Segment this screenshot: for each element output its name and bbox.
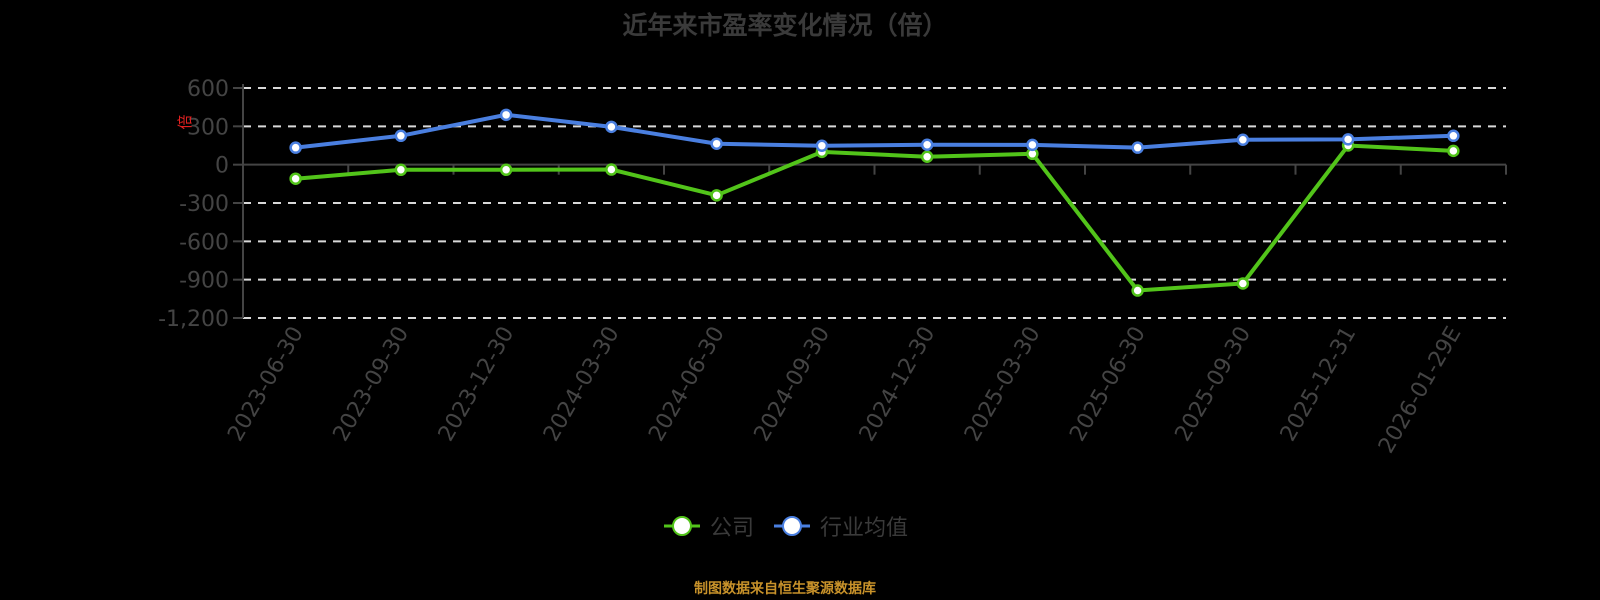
company-data-point[interactable]: [499, 163, 513, 177]
legend-item-industry-average[interactable]: 行业均值: [772, 510, 908, 542]
legend-company-label: 公司: [709, 516, 754, 541]
x-tick-label: 2023-06-30: [223, 323, 309, 446]
y-tick-label: -900: [179, 269, 229, 294]
company-line: [295, 143, 1454, 293]
industry-data-point[interactable]: [1131, 141, 1144, 154]
industry-data-point[interactable]: [289, 141, 302, 154]
x-tick-label: 2025-06-30: [1065, 323, 1151, 446]
company-data-point[interactable]: [394, 163, 408, 177]
industry-average-line: [295, 112, 1454, 150]
industry-data-point[interactable]: [1026, 138, 1039, 152]
industry-data-point[interactable]: [815, 139, 829, 153]
legend-item-company[interactable]: 公司: [662, 510, 754, 542]
legend-industry-label: 行业均值: [820, 516, 909, 541]
industry-data-point[interactable]: [920, 138, 934, 151]
industry-data-point[interactable]: [1236, 133, 1250, 146]
industry-data-point[interactable]: [1447, 129, 1460, 143]
y-tick-label: 0: [215, 154, 229, 179]
x-axis-labels: 2023-06-30 2023-09-30 2023-12-30 2024-03-30…: [223, 323, 1466, 458]
y-tick-label: 600: [187, 77, 229, 102]
gridlines: [243, 87, 1506, 319]
company-data-point[interactable]: [289, 172, 302, 185]
chart-title: 近年来市盈率变化情况（倍）: [622, 11, 948, 40]
x-tick-label: 2024-12-30: [855, 323, 941, 446]
x-tick-label: 2023-09-30: [328, 323, 414, 446]
company-data-point[interactable]: [605, 163, 618, 176]
industry-data-point[interactable]: [1341, 133, 1355, 146]
x-tick-label: 2025-03-30: [960, 323, 1046, 446]
company-data-point[interactable]: [1447, 144, 1460, 158]
y-tick-label: 300: [187, 115, 229, 140]
legend-industry-marker-icon: [774, 516, 810, 536]
axes: [233, 84, 1507, 319]
industry-data-point[interactable]: [394, 129, 408, 143]
x-tick-label: 2025-09-30: [1170, 323, 1256, 446]
company-data-point[interactable]: [1236, 277, 1250, 290]
y-axis-unit-label: 倍: [176, 114, 194, 129]
x-tick-label: 2024-09-30: [749, 323, 835, 446]
y-tick-label: -1,200: [158, 307, 229, 332]
x-tick-label: 2025-12-31: [1276, 323, 1362, 446]
x-tick-label: 2024-06-30: [644, 323, 730, 446]
industry-data-point[interactable]: [710, 137, 723, 150]
company-data-point[interactable]: [710, 189, 723, 202]
y-tick-label: -600: [179, 230, 229, 255]
y-tick-label: -300: [179, 192, 229, 217]
company-data-point[interactable]: [920, 150, 934, 163]
industry-data-point[interactable]: [499, 108, 513, 122]
x-tick-label: 2026-01-29E: [1374, 323, 1467, 458]
legend: 公司 行业均值: [0, 510, 1570, 542]
company-data-point[interactable]: [1131, 284, 1144, 297]
industry-data-point[interactable]: [605, 120, 618, 134]
x-tick-label: 2024-03-30: [539, 323, 625, 446]
data-source-footer: 制图数据来自恒生聚源数据库: [694, 581, 876, 597]
legend-company-marker-icon: [663, 516, 700, 536]
series-lines: [289, 108, 1460, 297]
x-tick-label: 2023-12-30: [434, 323, 520, 446]
y-axis-labels: 600 300 0 -300 -600 -900 -1,200: [158, 77, 229, 332]
